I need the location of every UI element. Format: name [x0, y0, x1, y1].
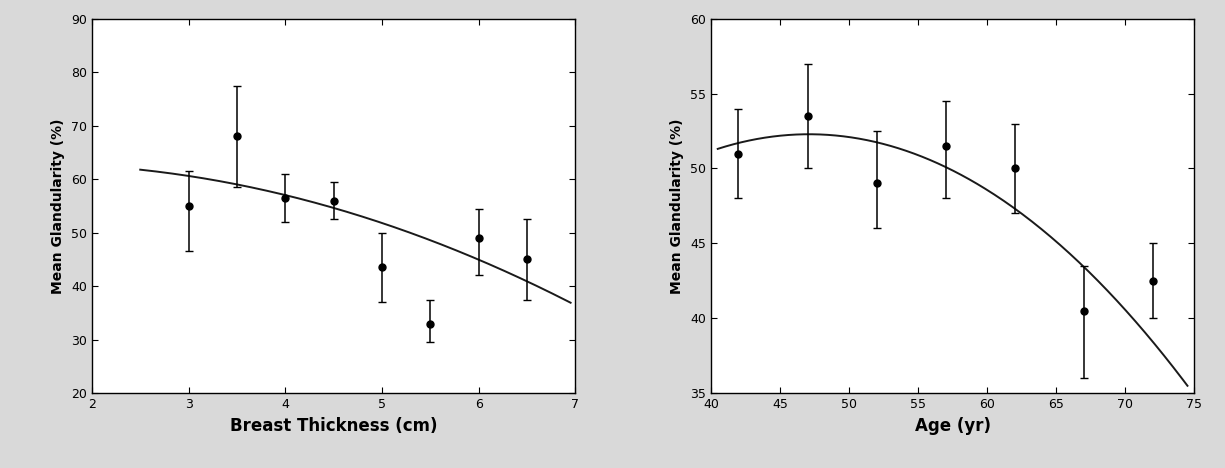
Y-axis label: Mean Glandularity (%): Mean Glandularity (%): [51, 118, 65, 294]
X-axis label: Breast Thickness (cm): Breast Thickness (cm): [230, 417, 437, 434]
X-axis label: Age (yr): Age (yr): [915, 417, 991, 434]
Y-axis label: Mean Glandularity (%): Mean Glandularity (%): [670, 118, 685, 294]
